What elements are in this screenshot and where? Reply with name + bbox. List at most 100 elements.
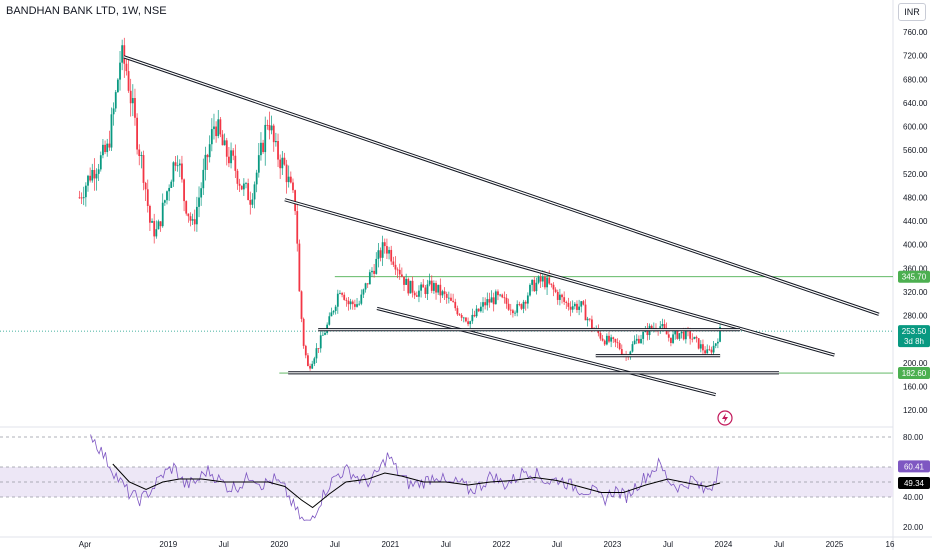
candle-body bbox=[247, 183, 250, 201]
candle-body bbox=[439, 284, 442, 296]
countdown-badge: 3d 8h bbox=[904, 337, 924, 346]
candle-body bbox=[505, 297, 508, 304]
candle-body bbox=[234, 155, 237, 171]
candle-body bbox=[531, 279, 534, 285]
candle-body bbox=[535, 282, 538, 292]
candle-body bbox=[714, 343, 717, 346]
candle-body bbox=[332, 310, 335, 313]
candle-body bbox=[710, 349, 713, 353]
candle-body bbox=[298, 243, 301, 292]
candle-body bbox=[347, 300, 350, 305]
time-tick-label: Apr bbox=[79, 540, 92, 549]
candle-body bbox=[642, 332, 645, 339]
candle-body bbox=[708, 349, 711, 351]
candle-body bbox=[603, 340, 606, 345]
candle-body bbox=[142, 155, 145, 183]
candle-body bbox=[437, 284, 440, 293]
candle-body bbox=[503, 297, 506, 299]
candle-body bbox=[110, 114, 113, 148]
price-tick-label: 120.00 bbox=[903, 406, 928, 415]
candle-body bbox=[309, 365, 311, 369]
candle-body bbox=[134, 98, 136, 118]
candle-body bbox=[193, 219, 196, 225]
candle-body bbox=[435, 283, 437, 293]
candle-body bbox=[161, 202, 164, 227]
currency-button[interactable]: INR bbox=[898, 3, 926, 21]
candle-body bbox=[394, 264, 397, 270]
candle-body bbox=[591, 319, 593, 329]
candle-body bbox=[292, 182, 294, 191]
candle-body bbox=[240, 185, 243, 190]
candle-body bbox=[390, 249, 393, 262]
candle-body bbox=[392, 261, 395, 265]
candle-body bbox=[620, 349, 623, 355]
candle-body bbox=[411, 280, 414, 293]
candle-body bbox=[95, 173, 98, 179]
candle-body bbox=[206, 154, 209, 158]
candle-body bbox=[381, 242, 384, 258]
candle-body bbox=[674, 330, 677, 335]
axis-layer: 760.00 720.00 680.00 640.00 600.00 560.00 520.… bbox=[79, 28, 928, 549]
candle-body bbox=[249, 200, 252, 205]
lightning-icon[interactable] bbox=[717, 410, 733, 426]
candle-body bbox=[262, 142, 264, 153]
candle-body bbox=[82, 197, 85, 199]
candle-body bbox=[268, 125, 271, 131]
candle-body bbox=[155, 229, 158, 237]
candle-body bbox=[460, 314, 463, 318]
candle-body bbox=[670, 337, 672, 343]
time-tick-label: 2024 bbox=[715, 540, 733, 549]
candle-body bbox=[526, 295, 529, 304]
lower-level-badge: 182.60 bbox=[902, 369, 927, 378]
candle-body bbox=[144, 182, 147, 190]
candle-body bbox=[456, 308, 459, 315]
candle-body bbox=[202, 169, 205, 189]
candle-body bbox=[127, 71, 130, 91]
candle-body bbox=[514, 312, 516, 314]
price-tick-label: 280.00 bbox=[903, 312, 928, 321]
candle-body bbox=[473, 314, 476, 317]
candle-body bbox=[302, 318, 305, 346]
candle-body bbox=[104, 144, 106, 153]
candle-body bbox=[567, 302, 570, 307]
candle-body bbox=[183, 179, 185, 202]
candle-body bbox=[174, 162, 177, 166]
rsi-ma-line bbox=[112, 463, 721, 509]
candle-body bbox=[119, 62, 121, 80]
candle-body bbox=[650, 325, 653, 329]
candle-body bbox=[78, 197, 81, 199]
candle-body bbox=[580, 301, 583, 307]
candle-body bbox=[599, 333, 602, 339]
candle-body bbox=[646, 328, 649, 336]
candle-body bbox=[462, 317, 465, 319]
price-tick-label: 720.00 bbox=[903, 52, 928, 61]
candle-body bbox=[396, 269, 399, 271]
candle-body bbox=[121, 45, 124, 63]
candle-body bbox=[492, 297, 495, 305]
candle-body bbox=[296, 211, 299, 244]
candle-body bbox=[712, 345, 715, 353]
rsi-tick-label: 20.00 bbox=[903, 523, 924, 532]
candle-body bbox=[667, 334, 670, 338]
candle-body bbox=[304, 345, 307, 356]
candle-body bbox=[360, 294, 363, 304]
price-tick-label: 440.00 bbox=[903, 217, 928, 226]
candle-body bbox=[490, 297, 493, 303]
candle-body bbox=[699, 344, 702, 349]
candle-body bbox=[693, 336, 696, 340]
candle-body bbox=[691, 338, 694, 340]
candle-body bbox=[321, 334, 324, 336]
candle-body bbox=[561, 294, 563, 298]
candle-body bbox=[452, 300, 455, 302]
candle-body bbox=[522, 301, 525, 309]
candle-body bbox=[225, 140, 228, 157]
candle-body bbox=[537, 276, 540, 283]
candle-body bbox=[554, 289, 557, 292]
time-tick-label: Jul bbox=[774, 540, 784, 549]
candle-body bbox=[191, 219, 194, 221]
candle-body bbox=[343, 294, 346, 300]
time-tick-label: 2023 bbox=[604, 540, 622, 549]
